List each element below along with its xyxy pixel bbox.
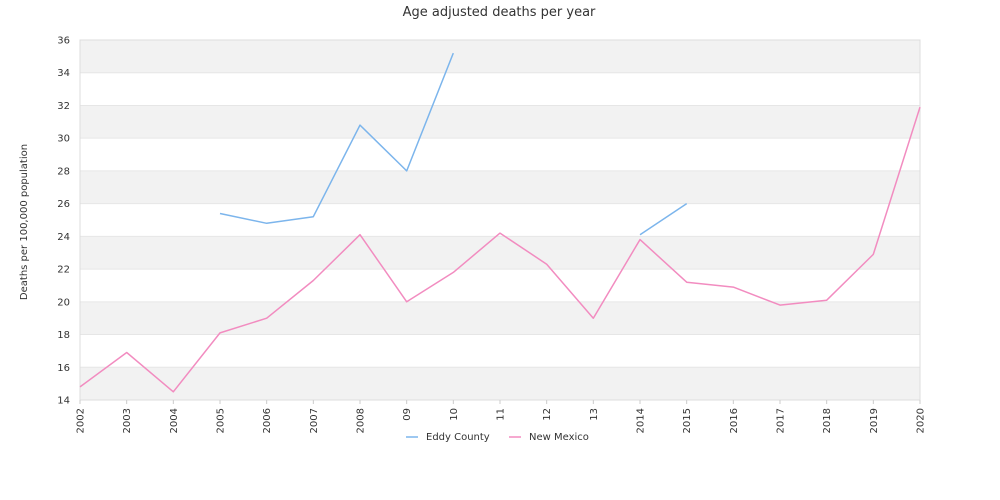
x-tick-label: 13 xyxy=(589,408,600,421)
x-tick-label: 2019 xyxy=(869,408,880,433)
y-axis-label: Deaths per 100,000 population xyxy=(19,144,30,300)
x-tick-label: 2002 xyxy=(76,408,87,433)
grid-band xyxy=(80,301,920,335)
chart-title: Age adjusted deaths per year xyxy=(403,5,596,20)
x-tick-label: 2005 xyxy=(216,408,227,433)
x-tick-label: 2004 xyxy=(169,408,180,433)
y-tick-label: 14 xyxy=(57,396,70,407)
x-tick-label: 2014 xyxy=(636,408,647,433)
legend-label: Eddy County xyxy=(426,432,490,443)
x-tick-label: 11 xyxy=(496,408,507,421)
series-line-new-mexico xyxy=(79,106,921,393)
y-tick-label: 22 xyxy=(57,265,70,276)
x-tick-label: 2016 xyxy=(729,408,740,433)
x-tick-label: 10 xyxy=(449,408,460,421)
x-tick-label: 09 xyxy=(402,408,413,421)
grid-band xyxy=(80,170,920,204)
x-tick-label: 2020 xyxy=(916,408,927,433)
legend-label: New Mexico xyxy=(529,432,589,443)
y-tick-label: 28 xyxy=(57,166,70,177)
y-tick-label: 32 xyxy=(57,101,70,112)
series-line-eddy-county xyxy=(219,52,688,236)
grid-band xyxy=(80,40,920,73)
x-tick-label: 2008 xyxy=(356,408,367,433)
x-tick-label: 2017 xyxy=(776,408,787,433)
y-tick-label: 20 xyxy=(57,297,70,308)
y-tick-label: 34 xyxy=(57,68,70,79)
x-tick-label: 2015 xyxy=(682,408,693,433)
y-tick-label: 24 xyxy=(57,232,70,243)
plot-area xyxy=(79,39,921,401)
grid-band xyxy=(80,236,920,270)
y-tick-label: 18 xyxy=(57,330,70,341)
y-tick-label: 30 xyxy=(57,134,70,145)
legend-item-new-mexico[interactable]: New Mexico xyxy=(509,432,589,443)
y-tick-label: 36 xyxy=(57,36,70,47)
x-tick-label: 2007 xyxy=(309,408,320,433)
x-tick-label: 2018 xyxy=(822,408,833,433)
grid-band xyxy=(80,367,920,400)
y-tick-label: 16 xyxy=(57,363,70,374)
x-tick-label: 2006 xyxy=(262,408,273,433)
grid-band xyxy=(80,105,920,139)
y-tick-label: 26 xyxy=(57,199,70,210)
legend-item-eddy-county[interactable]: Eddy County xyxy=(406,432,490,443)
x-tick-label: 2003 xyxy=(122,408,133,433)
x-tick-label: 12 xyxy=(542,408,553,421)
